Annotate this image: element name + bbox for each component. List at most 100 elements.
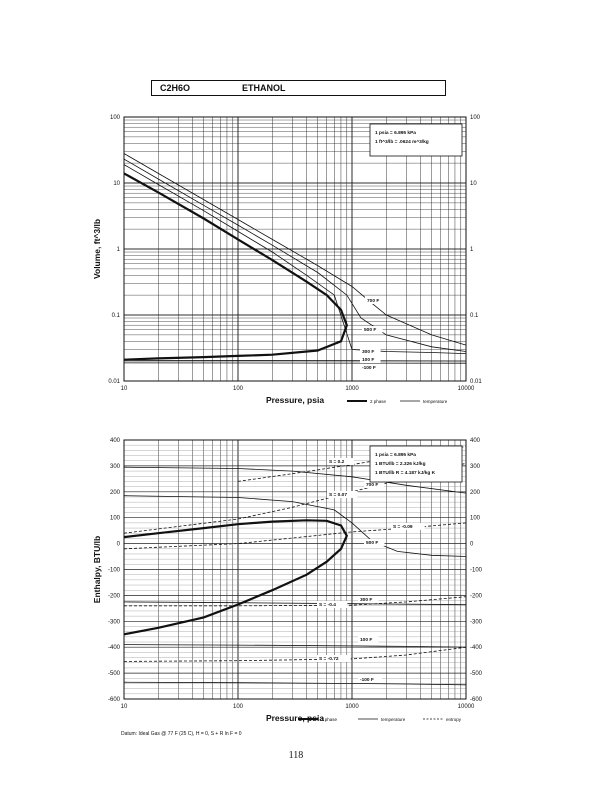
series-line	[123, 164, 467, 354]
y-tick-label-left: 10	[113, 181, 120, 187]
series-line	[123, 172, 348, 361]
y-tick-label-right: -100	[470, 568, 483, 574]
y-tick-label-left: 0.01	[108, 379, 120, 385]
series-label-bg	[358, 676, 382, 683]
series-line	[123, 466, 467, 494]
series-label-bg	[391, 523, 425, 530]
series-label-bg	[358, 596, 379, 603]
series-label-bg	[358, 636, 379, 643]
x-axis-label: Pressure, psia	[266, 713, 324, 723]
series-label: 100 F	[362, 357, 374, 363]
legend-label: 2 phase	[370, 399, 387, 404]
conversion-note: 1 BTU/lb = 2.326 kJ/kg	[375, 461, 426, 467]
series-label-bg	[360, 356, 381, 363]
y-tick-label-right: 400	[470, 438, 481, 444]
series-label-bg	[360, 364, 384, 371]
x-tick-label: 10	[121, 386, 128, 392]
legend-label: 2 phase	[321, 717, 338, 722]
y-tick-label-left: 0	[117, 542, 121, 548]
x-tick-label: 10	[121, 704, 128, 710]
chart-title-box: C2H6O ETHANOL	[151, 80, 446, 96]
series-label: S = -0.09	[393, 524, 413, 530]
y-tick-label-right: 200	[470, 490, 481, 496]
series-label: S = 0.2	[329, 459, 345, 465]
series-label-bg	[360, 348, 381, 355]
series-line	[123, 495, 467, 557]
plot-frame	[123, 116, 467, 382]
y-tick-label-left: -400	[108, 645, 121, 651]
x-tick-label: 100	[233, 704, 244, 710]
series-line	[123, 522, 467, 550]
series-label-bg	[327, 458, 355, 465]
series-label: 700 F	[367, 298, 379, 304]
series-label-bg	[364, 539, 385, 546]
y-tick-label-right: -200	[470, 593, 483, 599]
series-label: 500 F	[364, 327, 376, 333]
conversion-note: 1 psia = 6.895 kPa	[375, 452, 416, 458]
series-line	[123, 519, 349, 636]
series-label: S = -0.4	[319, 602, 336, 608]
conversion-note: 1 BTU/lb R = 4.187 kJ/kg K	[375, 470, 436, 476]
series-line	[123, 644, 467, 648]
series-line	[123, 153, 467, 346]
page-number: 118	[288, 750, 304, 761]
series-label: 500 F	[366, 540, 378, 546]
series-label: 300 F	[360, 597, 372, 603]
x-axis-label: Pressure, psia	[266, 395, 324, 405]
series-label-bg	[317, 601, 348, 608]
legend-label: entropy	[446, 717, 462, 722]
series-label-bg	[362, 326, 383, 333]
y-tick-label-left: 400	[110, 438, 121, 444]
y-tick-label-left: -600	[108, 697, 121, 703]
y-tick-label-right: 0	[470, 542, 474, 548]
series-label-bg	[365, 297, 386, 304]
x-tick-label: 100	[233, 386, 244, 392]
y-tick-label-right: 100	[470, 516, 481, 522]
y-tick-label-right: -500	[470, 671, 483, 677]
conversion-note: 1 psia = 6.895 kPa	[375, 130, 416, 136]
y-axis-label: Enthalpy, BTU/lb	[92, 536, 102, 603]
y-tick-label-right: -300	[470, 619, 483, 625]
series-line	[123, 158, 467, 352]
x-tick-label: 10000	[458, 704, 475, 710]
y-tick-label-left: -200	[108, 593, 121, 599]
series-label: -100 F	[360, 677, 374, 683]
chemical-formula: C2H6O	[160, 83, 191, 93]
series-label: 100 F	[360, 637, 372, 643]
x-tick-label: 10000	[458, 386, 475, 392]
y-tick-label-left: 300	[110, 464, 121, 470]
y-tick-label-left: 100	[110, 115, 121, 121]
conversion-note: 1 ft^3/lb = .0624 m^3/kg	[375, 139, 429, 145]
y-tick-label-right: 10	[470, 181, 477, 187]
y-tick-label-left: 1	[117, 247, 121, 253]
y-tick-label-right: -400	[470, 645, 483, 651]
chemical-name: ETHANOL	[242, 83, 286, 93]
y-tick-label-right: 0.1	[470, 313, 479, 319]
y-tick-label-left: -500	[108, 671, 121, 677]
series-label: S = -0.72	[319, 656, 339, 662]
y-tick-label-right: 0.01	[470, 379, 482, 385]
series-line	[123, 601, 467, 606]
series-line	[123, 681, 467, 686]
series-line	[123, 359, 467, 362]
series-label: -100 F	[362, 365, 376, 371]
plot-frame	[123, 439, 467, 700]
y-tick-label-left: 100	[110, 516, 121, 522]
legend-label: temperature	[423, 399, 448, 404]
series-label: 300 F	[362, 349, 374, 355]
series-label-bg	[317, 655, 351, 662]
datum-footnote: Datum: Ideal Gas @ 77 F (25 C), H = 0, S…	[121, 731, 242, 737]
series-label-bg	[327, 491, 358, 498]
y-axis-label: Volume, ft^3/lb	[92, 219, 102, 279]
y-tick-label-right: 1	[470, 247, 474, 253]
series-label: S = 0.07	[329, 492, 347, 498]
y-tick-label-right: 300	[470, 464, 481, 470]
y-tick-label-right: -600	[470, 697, 483, 703]
y-tick-label-left: -100	[108, 568, 121, 574]
y-tick-label-left: 200	[110, 490, 121, 496]
series-label-bg	[364, 481, 385, 488]
series-line	[123, 646, 467, 662]
conversion-box	[369, 445, 463, 483]
series-line	[124, 596, 467, 607]
